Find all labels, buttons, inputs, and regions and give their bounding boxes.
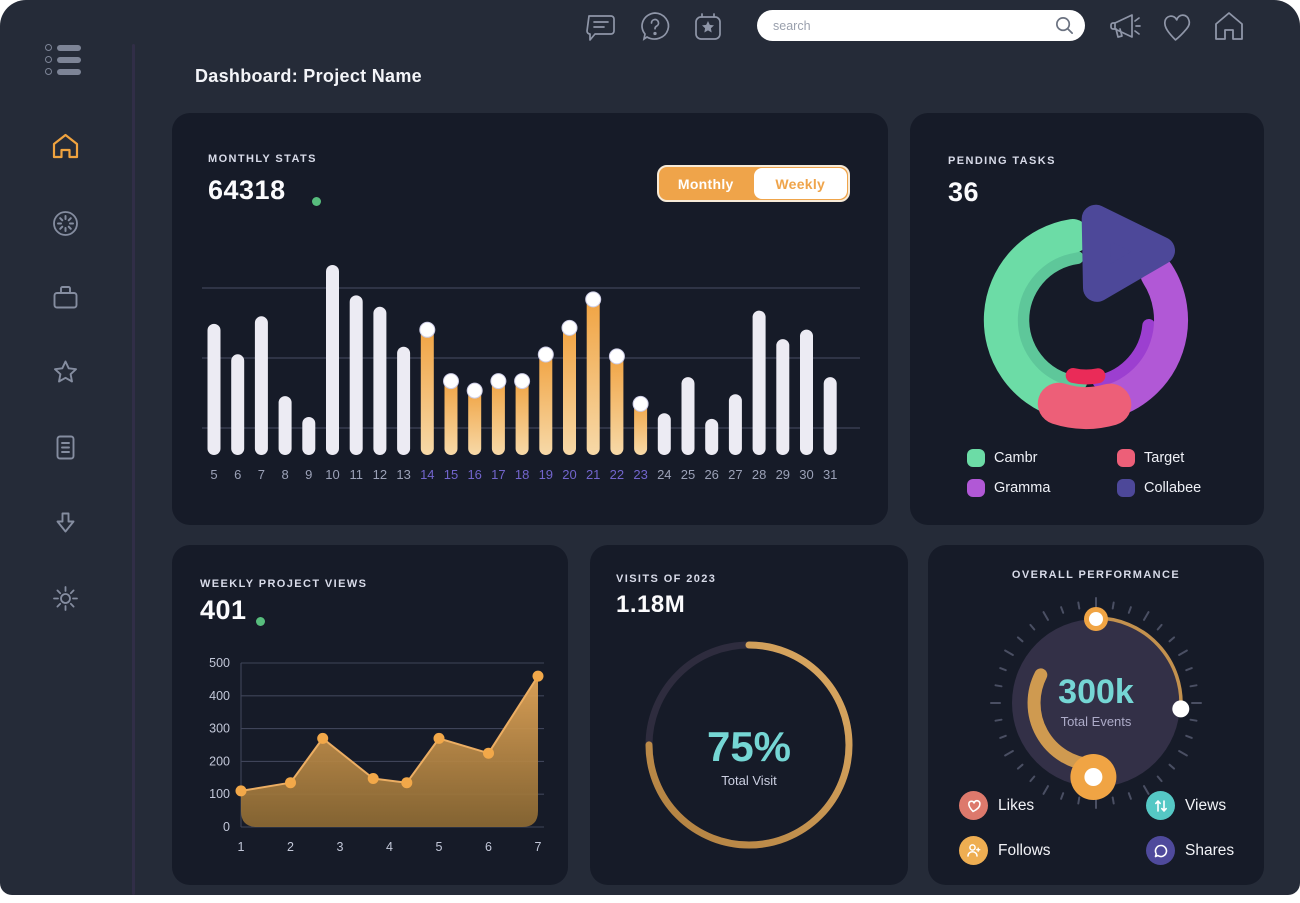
svg-text:8: 8 xyxy=(281,467,288,482)
svg-text:9: 9 xyxy=(305,467,312,482)
svg-text:3: 3 xyxy=(337,840,344,854)
svg-text:5: 5 xyxy=(436,840,443,854)
svg-text:7: 7 xyxy=(258,467,265,482)
monthly-stats-value: 64318 xyxy=(208,175,286,205)
svg-text:13: 13 xyxy=(396,467,410,482)
home-icon[interactable] xyxy=(1210,8,1248,46)
legend-likes: Likes xyxy=(959,791,1034,820)
svg-text:30: 30 xyxy=(799,467,813,482)
svg-text:14: 14 xyxy=(420,467,434,482)
chat-icon[interactable] xyxy=(582,8,620,46)
collabee-swatch xyxy=(1117,479,1135,497)
menu-icon[interactable] xyxy=(45,44,91,80)
svg-text:10: 10 xyxy=(325,467,339,482)
legend-views: Views xyxy=(1146,791,1226,820)
performance-caption: Total Events xyxy=(1060,714,1132,729)
svg-text:100: 100 xyxy=(209,787,230,801)
legend-shares: Shares xyxy=(1146,836,1234,865)
svg-text:27: 27 xyxy=(728,467,742,482)
svg-text:26: 26 xyxy=(704,467,718,482)
toggle-weekly-button[interactable]: Weekly xyxy=(753,168,847,199)
visits-card: VISITS OF 2023 1.18M 75% Total Visit xyxy=(590,545,908,885)
trend-dot xyxy=(312,197,321,206)
likes-heart-icon xyxy=(959,791,988,820)
sidebar-item-downloads[interactable] xyxy=(50,508,81,539)
visits-percent: 75% Total Visit xyxy=(590,723,908,788)
weekly-views-card: WEEKLY PROJECT VIEWS 401 500 400 300 200 100… xyxy=(172,545,568,885)
calendar-star-icon[interactable] xyxy=(689,8,727,46)
gramma-swatch xyxy=(967,479,985,497)
svg-text:500: 500 xyxy=(209,656,230,670)
pending-tasks-card: PENDING TASKS 36 Cambr Target Gramma Col… xyxy=(910,113,1264,525)
toggle-monthly-button[interactable]: Monthly xyxy=(677,175,734,192)
sidebar-item-documents[interactable] xyxy=(50,432,81,463)
sidebar-item-projects[interactable] xyxy=(50,282,81,313)
monthly-stats-card: MONTHLY STATS 64318 Monthly Weekly 5 6 7 8 9… xyxy=(172,113,888,525)
sidebar-item-dashboard[interactable] xyxy=(50,208,81,239)
period-toggle: Monthly Weekly xyxy=(657,165,850,202)
svg-text:22: 22 xyxy=(610,467,624,482)
trend-dot xyxy=(256,617,265,626)
help-icon[interactable] xyxy=(636,8,674,46)
svg-text:6: 6 xyxy=(234,467,241,482)
target-swatch xyxy=(1117,449,1135,467)
views-arrows-icon xyxy=(1146,791,1175,820)
heart-icon[interactable] xyxy=(1158,10,1196,48)
svg-text:15: 15 xyxy=(444,467,458,482)
svg-text:31: 31 xyxy=(823,467,837,482)
svg-text:16: 16 xyxy=(467,467,481,482)
sidebar-item-favorites[interactable] xyxy=(50,357,81,388)
svg-text:300: 300 xyxy=(209,722,230,736)
visits-caption: Total Visit xyxy=(721,773,777,788)
svg-text:2: 2 xyxy=(287,840,294,854)
legend-target: Target xyxy=(1117,449,1184,467)
svg-text:200: 200 xyxy=(209,754,230,768)
monthly-stats-label: MONTHLY STATS xyxy=(208,153,317,165)
visits-label: VISITS OF 2023 xyxy=(616,573,717,585)
svg-text:11: 11 xyxy=(349,467,363,482)
svg-text:7: 7 xyxy=(535,840,542,854)
weekly-views-value: 401 xyxy=(200,595,247,625)
svg-text:24: 24 xyxy=(657,467,671,482)
sidebar-item-home[interactable] xyxy=(50,131,81,162)
svg-text:0: 0 xyxy=(223,820,230,834)
weekly-views-label: WEEKLY PROJECT VIEWS xyxy=(200,578,368,590)
sidebar-divider xyxy=(132,44,135,895)
legend-collabee: Collabee xyxy=(1117,479,1201,497)
svg-text:28: 28 xyxy=(752,467,766,482)
svg-text:19: 19 xyxy=(539,467,553,482)
performance-label: OVERALL PERFORMANCE xyxy=(1011,569,1181,581)
svg-text:4: 4 xyxy=(386,840,393,854)
performance-card: OVERALL PERFORMANCE 300k Total Events Li… xyxy=(928,545,1264,885)
svg-text:17: 17 xyxy=(491,467,505,482)
search-bar xyxy=(757,10,1085,41)
search-icon[interactable] xyxy=(1054,15,1075,36)
svg-text:20: 20 xyxy=(562,467,576,482)
svg-text:5: 5 xyxy=(210,467,217,482)
search-input[interactable] xyxy=(757,10,1085,41)
cambr-swatch xyxy=(967,449,985,467)
sidebar-item-settings[interactable] xyxy=(50,583,81,614)
svg-text:12: 12 xyxy=(373,467,387,482)
svg-text:18: 18 xyxy=(515,467,529,482)
follows-person-icon xyxy=(959,836,988,865)
pending-tasks-value: 36 xyxy=(948,177,980,207)
shares-bubble-icon xyxy=(1146,836,1175,865)
svg-text:25: 25 xyxy=(681,467,695,482)
page-title: Dashboard: Project Name xyxy=(195,66,422,86)
svg-text:1: 1 xyxy=(238,840,245,854)
svg-text:21: 21 xyxy=(586,467,600,482)
visits-value: 1.18M xyxy=(616,591,686,618)
pending-tasks-label: PENDING TASKS xyxy=(948,155,1056,167)
svg-text:6: 6 xyxy=(485,840,492,854)
svg-text:23: 23 xyxy=(633,467,647,482)
svg-text:29: 29 xyxy=(776,467,790,482)
performance-value: 300k Total Events xyxy=(928,673,1264,729)
svg-text:400: 400 xyxy=(209,689,230,703)
legend-cambr: Cambr xyxy=(967,449,1038,467)
legend-follows: Follows xyxy=(959,836,1051,865)
legend-gramma: Gramma xyxy=(967,479,1050,497)
megaphone-icon[interactable] xyxy=(1106,8,1144,46)
